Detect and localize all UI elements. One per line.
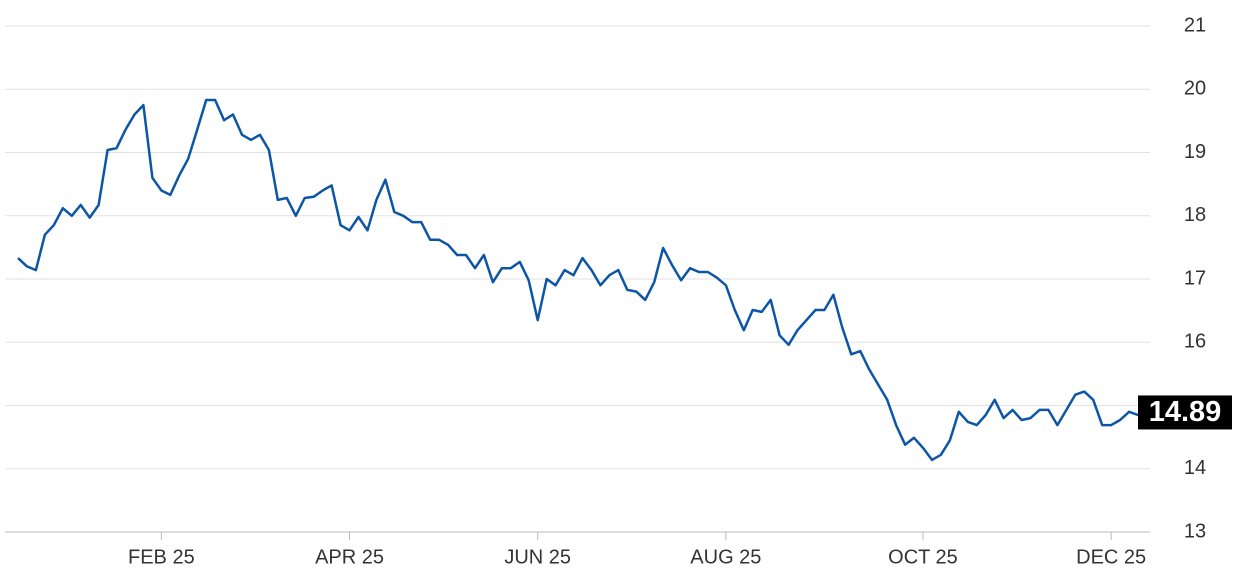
last-value-label: 14.89 <box>1149 396 1222 428</box>
y-tick-label: 16 <box>1184 331 1206 353</box>
price-line <box>17 98 1148 462</box>
y-tick-label: 19 <box>1184 141 1206 163</box>
x-tick-label: FEB 25 <box>128 546 195 568</box>
y-tick-label: 21 <box>1184 14 1206 36</box>
y-tick-label: 13 <box>1184 520 1206 542</box>
y-tick-label: 17 <box>1184 267 1206 289</box>
x-tick-label: AUG 25 <box>690 546 761 568</box>
x-tick-label: OCT 25 <box>888 546 958 568</box>
y-tick-label: 14 <box>1184 457 1206 479</box>
x-tick-label: APR 25 <box>315 546 384 568</box>
last-value-box <box>1138 395 1232 430</box>
x-tick-label: DEC 25 <box>1076 546 1146 568</box>
x-tick-label: JUN 25 <box>504 546 571 568</box>
y-tick-label: 20 <box>1184 78 1206 100</box>
y-tick-label: 18 <box>1184 204 1206 226</box>
